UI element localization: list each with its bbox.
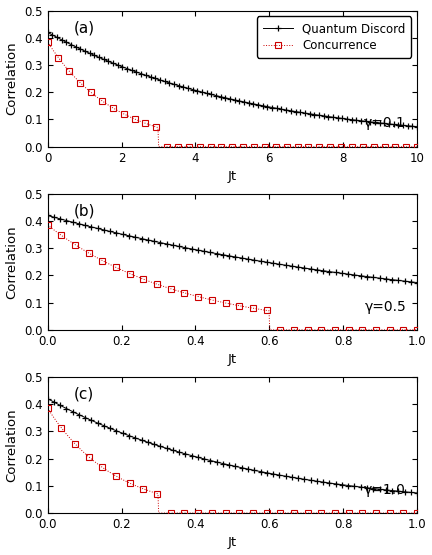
- Text: (a): (a): [73, 20, 95, 35]
- Y-axis label: Correlation: Correlation: [6, 408, 19, 482]
- X-axis label: Jt: Jt: [228, 537, 237, 549]
- Text: γ=1.0: γ=1.0: [364, 483, 406, 497]
- Legend: Quantum Discord, Concurrence: Quantum Discord, Concurrence: [257, 17, 411, 58]
- X-axis label: Jt: Jt: [228, 170, 237, 183]
- Y-axis label: Correlation: Correlation: [6, 225, 19, 299]
- Text: (c): (c): [73, 386, 94, 401]
- Y-axis label: Correlation: Correlation: [6, 42, 19, 115]
- Text: γ=0.1: γ=0.1: [364, 117, 406, 130]
- Text: γ=0.5: γ=0.5: [364, 300, 406, 314]
- Text: (b): (b): [73, 203, 95, 218]
- X-axis label: Jt: Jt: [228, 354, 237, 366]
